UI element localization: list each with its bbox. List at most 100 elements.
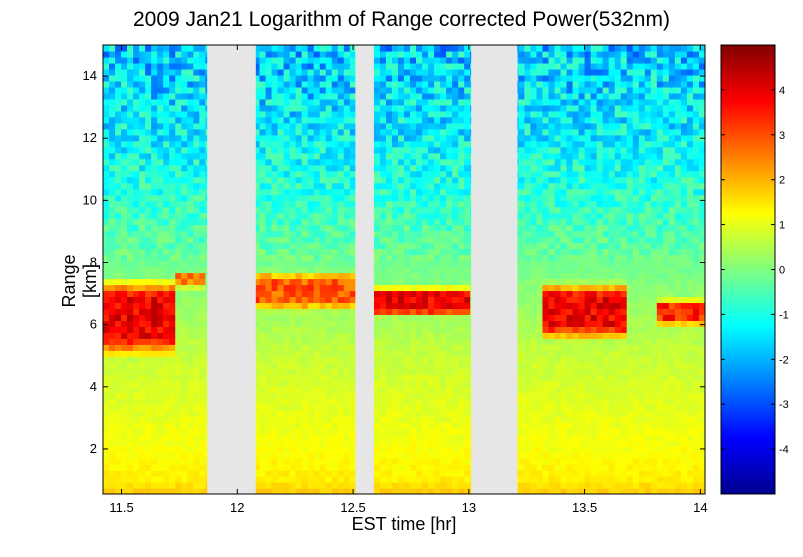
heatmap-cell — [458, 416, 465, 423]
heatmap-cell — [295, 45, 303, 52]
heatmap-cell — [434, 74, 441, 82]
heatmap-cell — [440, 56, 447, 64]
heatmap-cell — [199, 56, 206, 64]
heatmap-cell — [391, 212, 399, 220]
heatmap-cell — [416, 194, 423, 202]
heatmap-cell — [295, 140, 303, 148]
heatmap-cell — [319, 476, 327, 483]
heatmap-cell — [271, 176, 279, 184]
heatmap-cell — [349, 356, 357, 363]
heatmap-cell — [163, 242, 170, 250]
heatmap-cell — [283, 404, 291, 411]
heatmap-cell — [109, 176, 116, 184]
heatmap-cell — [446, 476, 453, 483]
heatmap-cell — [127, 212, 134, 220]
heatmap-cell — [331, 74, 339, 82]
heatmap-cell — [181, 50, 188, 58]
heatmap-cell — [416, 308, 423, 315]
heatmap-cell — [181, 314, 188, 321]
heatmap-cell — [271, 188, 279, 196]
heatmap-cell — [283, 182, 291, 190]
heatmap-cell — [151, 386, 158, 393]
heatmap-cell — [163, 62, 170, 70]
heatmap-cell — [193, 86, 200, 94]
heatmap-cell — [373, 104, 381, 112]
heatmap-cell — [271, 314, 279, 321]
heatmap-cell — [295, 482, 303, 489]
heatmap-cell — [277, 45, 285, 52]
heatmap-cell — [331, 194, 339, 202]
heatmap-cell — [163, 86, 170, 94]
heatmap-cell — [301, 338, 309, 345]
heatmap-cell — [434, 464, 441, 471]
heatmap-cell — [181, 380, 188, 387]
heatmap-cell — [115, 104, 122, 112]
heatmap-cell — [139, 182, 146, 190]
heatmap-cell — [331, 290, 339, 298]
heatmap-cell — [115, 158, 122, 166]
heatmap-cell — [139, 146, 146, 154]
heatmap-cell — [139, 218, 146, 226]
heatmap-cell — [277, 290, 285, 298]
heatmap-cell — [416, 116, 423, 124]
heatmap-cell — [343, 296, 351, 304]
heatmap-cell — [175, 182, 182, 190]
heatmap-cell — [259, 338, 267, 345]
heatmap-cell — [440, 50, 447, 58]
heatmap-cell — [283, 176, 291, 184]
heatmap-cell — [391, 62, 399, 70]
heatmap-cell — [337, 350, 345, 357]
heatmap-cell — [193, 140, 200, 148]
heatmap-cell — [440, 362, 447, 369]
heatmap-cell — [199, 464, 206, 471]
heatmap-cell — [169, 278, 176, 286]
heatmap-cell — [416, 62, 423, 70]
heatmap-cell — [391, 326, 399, 333]
heatmap-cell — [289, 98, 297, 106]
heatmap-cell — [289, 110, 297, 118]
heatmap-cell — [175, 308, 182, 315]
heatmap-cell — [163, 110, 170, 118]
heatmap-cell — [397, 266, 405, 274]
heatmap-cell — [133, 344, 140, 351]
heatmap-cell — [265, 134, 273, 142]
heatmap-cell — [331, 332, 339, 339]
heatmap-cell — [325, 410, 333, 417]
heatmap-cell — [295, 116, 303, 124]
heatmap-cell — [428, 80, 435, 88]
heatmap-cell — [452, 278, 459, 286]
heatmap-cell — [199, 122, 206, 130]
heatmap-cell — [139, 56, 146, 64]
heatmap-cell — [301, 488, 309, 494]
heatmap-cell — [464, 326, 471, 333]
heatmap-cell — [151, 104, 158, 112]
heatmap-cell — [458, 464, 465, 471]
heatmap-cell — [458, 434, 465, 441]
heatmap-cell — [313, 146, 321, 154]
heatmap-cell — [103, 230, 110, 238]
heatmap-cell — [259, 428, 267, 435]
heatmap-cell — [259, 434, 267, 441]
heatmap-cell — [313, 386, 321, 393]
heatmap-cell — [301, 86, 309, 94]
heatmap-cell — [103, 170, 110, 178]
heatmap-cell — [452, 74, 459, 82]
heatmap-cell — [145, 380, 152, 387]
heatmap-cell — [458, 290, 465, 298]
heatmap-cell — [265, 176, 273, 184]
heatmap-cell — [313, 92, 321, 100]
heatmap-cell — [289, 188, 297, 196]
heatmap-cell — [271, 380, 279, 387]
heatmap-cell — [115, 116, 122, 124]
heatmap-cell — [193, 332, 200, 339]
heatmap-cell — [446, 62, 453, 70]
heatmap-cell — [277, 254, 285, 262]
heatmap-cell — [283, 272, 291, 280]
heatmap-cell — [187, 404, 194, 411]
heatmap-cell — [410, 374, 417, 381]
heatmap-cell — [139, 422, 146, 429]
heatmap-cell — [434, 98, 441, 106]
heatmap-cell — [151, 146, 158, 154]
heatmap-cell — [325, 248, 333, 256]
heatmap-cell — [199, 452, 206, 459]
